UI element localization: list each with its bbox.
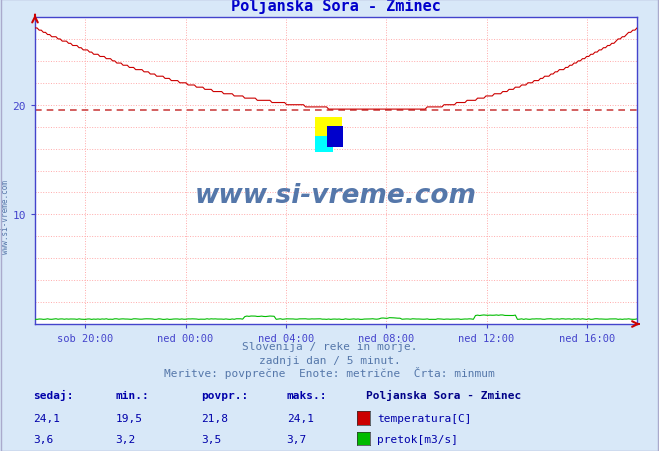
Bar (327, 127, 343, 147)
Bar (315, 118, 342, 141)
Text: www.si-vreme.com: www.si-vreme.com (1, 179, 10, 253)
Text: sedaj:: sedaj: (33, 389, 73, 400)
Text: 24,1: 24,1 (287, 413, 314, 423)
Text: zadnji dan / 5 minut.: zadnji dan / 5 minut. (258, 355, 401, 365)
Text: 3,6: 3,6 (33, 433, 53, 443)
Text: 3,5: 3,5 (201, 433, 221, 443)
Text: 3,7: 3,7 (287, 433, 307, 443)
Text: 21,8: 21,8 (201, 413, 228, 423)
Text: maks.:: maks.: (287, 390, 327, 400)
Text: 24,1: 24,1 (33, 413, 60, 423)
Text: 3,2: 3,2 (115, 433, 136, 443)
Bar (315, 137, 333, 153)
Text: Poljanska Sora - Zminec: Poljanska Sora - Zminec (366, 389, 521, 400)
Text: 19,5: 19,5 (115, 413, 142, 423)
Text: temperatura[C]: temperatura[C] (377, 413, 471, 423)
Text: www.si-vreme.com: www.si-vreme.com (195, 183, 477, 209)
Text: Slovenija / reke in morje.: Slovenija / reke in morje. (242, 341, 417, 351)
Text: min.:: min.: (115, 390, 149, 400)
Title: Poljanska Sora - Zminec: Poljanska Sora - Zminec (231, 0, 441, 14)
Text: povpr.:: povpr.: (201, 390, 248, 400)
Text: Meritve: povprečne  Enote: metrične  Črta: minmum: Meritve: povprečne Enote: metrične Črta:… (164, 367, 495, 378)
Text: pretok[m3/s]: pretok[m3/s] (377, 433, 458, 443)
